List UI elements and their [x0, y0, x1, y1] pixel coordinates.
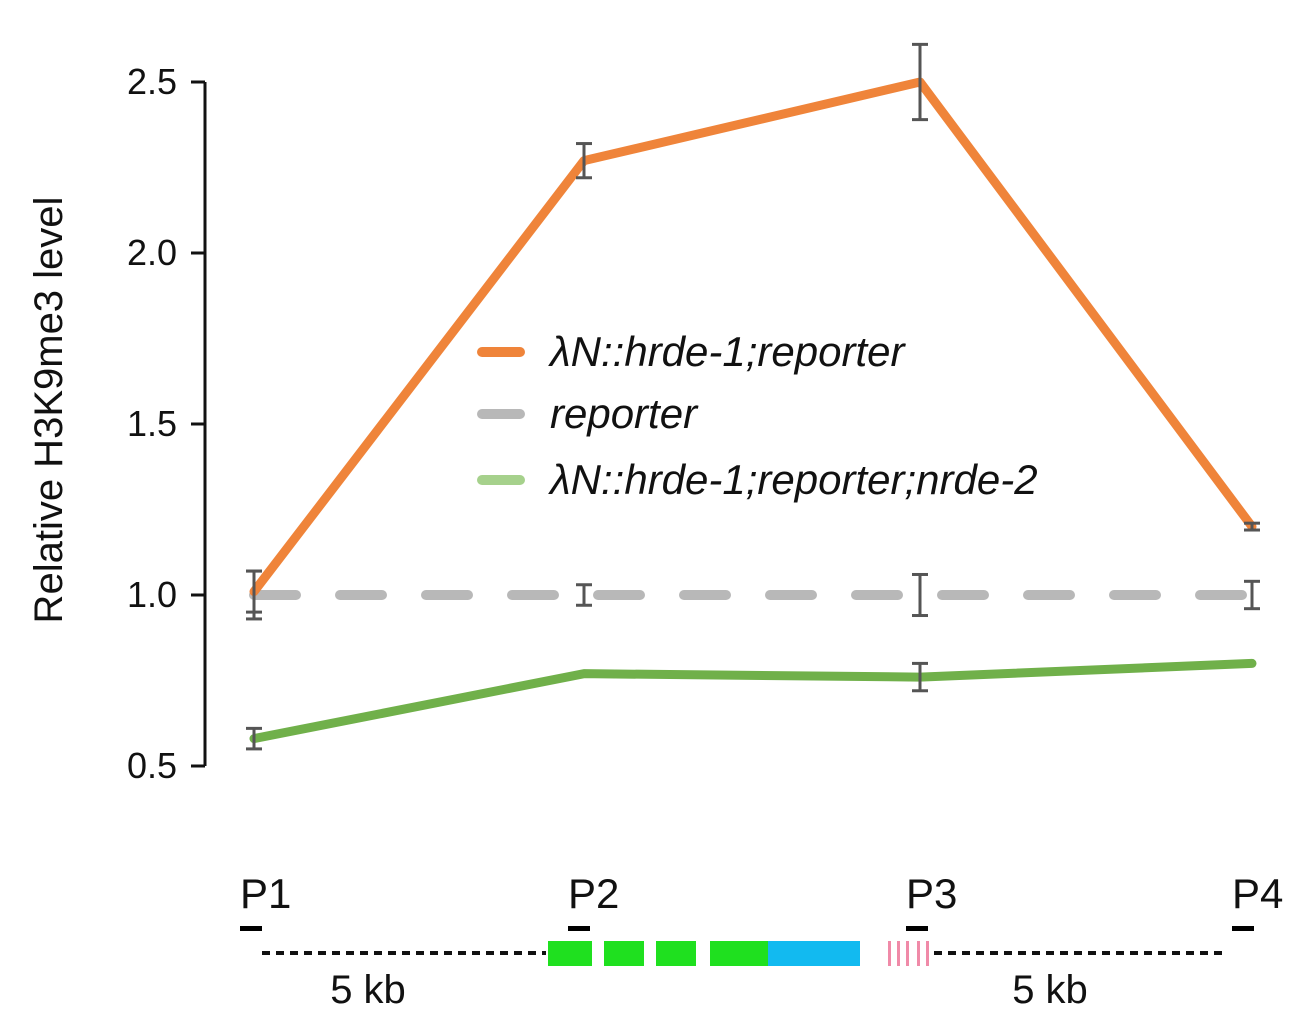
probe-label-P2: P2	[568, 870, 619, 917]
axes: 0.5 1.0 1.5 2.0 2.5	[127, 61, 207, 786]
series-0	[246, 42, 1260, 614]
legend-label: λN::hrde-1;reporter;nrde-2	[548, 456, 1038, 503]
y-tick-label: 0.5	[127, 745, 177, 786]
probe-bar	[1232, 926, 1254, 931]
y-tick-label: 2.0	[127, 232, 177, 273]
y-tick-label: 1.0	[127, 574, 177, 615]
y-tick-label: 1.5	[127, 403, 177, 444]
probe-label-P4: P4	[1232, 870, 1283, 917]
series-line	[249, 658, 1257, 744]
exon-blue	[768, 941, 860, 966]
exon-green	[710, 941, 768, 966]
series-line	[249, 77, 1257, 597]
pink-mark	[888, 941, 891, 966]
pink-mark	[906, 941, 909, 966]
legend: λN::hrde-1;reporterreporterλN::hrde-1;re…	[477, 328, 1038, 503]
y-axis-title: Relative H3K9me3 level	[27, 197, 71, 624]
scale-label-left: 5 kb	[330, 968, 406, 1012]
y-tick-label: 2.5	[127, 61, 177, 102]
pink-mark	[897, 941, 900, 966]
series-2	[246, 658, 1257, 751]
exon-green	[656, 941, 696, 966]
probe-bar	[240, 926, 262, 931]
probe-label-P3: P3	[906, 870, 957, 917]
scale-label-right: 5 kb	[1012, 968, 1088, 1012]
probe-label-P1: P1	[240, 870, 291, 917]
legend-label: reporter	[550, 390, 699, 437]
pink-mark	[917, 941, 920, 966]
exon-green	[548, 941, 592, 966]
exon-green	[604, 941, 644, 966]
genomic-schematic: P1 P2 P3 P4 5 kb 5 kb	[240, 870, 1283, 1012]
series-1	[246, 569, 1260, 621]
legend-label: λN::hrde-1;reporter	[548, 328, 906, 375]
probe-bar	[906, 926, 928, 931]
probe-bar	[568, 926, 590, 931]
pink-mark	[926, 941, 929, 966]
series-layer	[246, 42, 1260, 751]
